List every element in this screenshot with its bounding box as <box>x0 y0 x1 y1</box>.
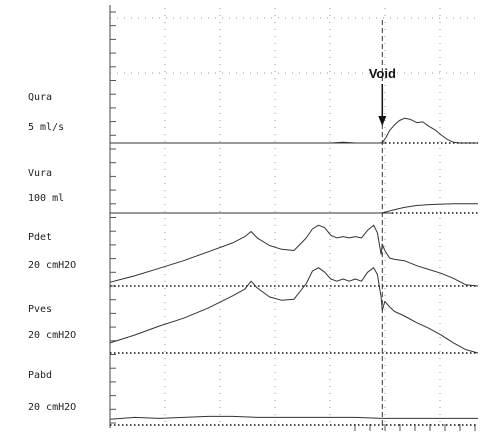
channel-scale-pdet: 20 cmH2O <box>28 260 76 271</box>
channel-label-pdet: Pdet <box>28 232 52 243</box>
channel-scale-pves: 20 cmH2O <box>28 330 76 341</box>
trace-qura <box>110 117 478 144</box>
channel-scale-qura: 5 ml/s <box>28 122 64 133</box>
channel-label-vura: Vura <box>28 168 52 179</box>
left-axis-ticks <box>110 11 116 424</box>
trace-vura <box>110 203 478 214</box>
trace-pves <box>109 267 479 354</box>
trace-pdet <box>109 224 479 287</box>
channels: Qura 5 ml/s Vura 100 ml Pdet 20 cmH2O Pv… <box>28 92 76 413</box>
channel-label-pves: Pves <box>28 304 52 315</box>
channel-label-pabd: Pabd <box>28 370 52 381</box>
void-annotation-label: Void <box>369 66 396 81</box>
channel-scale-vura: 100 ml <box>28 193 64 204</box>
channel-scale-pabd: 20 cmH2O <box>28 402 76 413</box>
channel-label-qura: Qura <box>28 92 52 103</box>
traces <box>109 117 479 420</box>
void-arrow-head <box>378 116 387 126</box>
trace-pabd <box>109 415 478 420</box>
